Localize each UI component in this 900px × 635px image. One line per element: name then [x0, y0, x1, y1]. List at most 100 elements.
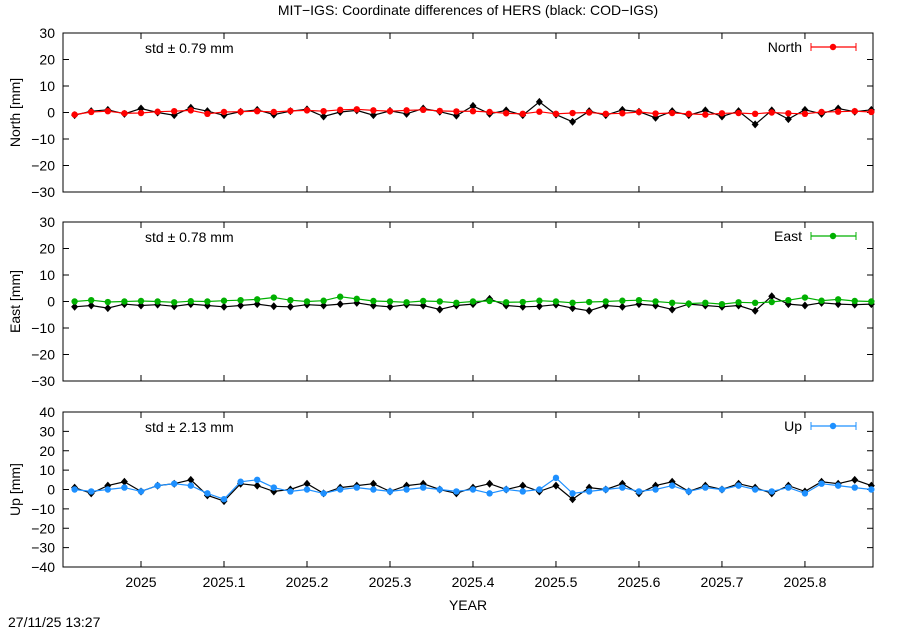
- y-tick-label: 30: [39, 25, 55, 41]
- point: [270, 108, 277, 116]
- point: [668, 109, 676, 117]
- point: [569, 109, 576, 117]
- point: [270, 294, 277, 301]
- y-axis-label: North [mm]: [7, 78, 23, 147]
- point: [535, 97, 543, 106]
- point: [137, 109, 145, 117]
- point: [519, 481, 527, 490]
- point: [137, 488, 145, 495]
- std-annotation: std ± 0.79 mm: [145, 40, 234, 56]
- point: [668, 482, 676, 489]
- y-tick-label: −30: [31, 184, 55, 200]
- point: [171, 480, 178, 487]
- point: [171, 299, 178, 306]
- point: [419, 297, 427, 305]
- x-tick-label: 2025.6: [618, 574, 661, 590]
- x-tick-label: 2025.8: [784, 574, 827, 590]
- y-tick-label: 0: [47, 482, 55, 498]
- point: [187, 482, 195, 489]
- y-tick-label: −30: [31, 373, 55, 389]
- point: [121, 298, 128, 305]
- y-tick-label: −10: [31, 131, 55, 147]
- point: [104, 298, 112, 306]
- point: [569, 117, 577, 126]
- y-tick-label: 0: [47, 294, 55, 310]
- point: [585, 306, 593, 315]
- point: [386, 298, 394, 305]
- point: [536, 108, 543, 115]
- point: [834, 300, 842, 309]
- point: [187, 107, 195, 114]
- point: [270, 302, 278, 311]
- y-tick-label: −20: [31, 347, 55, 363]
- point: [801, 490, 809, 497]
- point: [751, 306, 759, 315]
- point: [751, 299, 759, 307]
- x-tick-label: 2025.7: [701, 574, 744, 590]
- point: [652, 110, 659, 117]
- point: [519, 302, 527, 311]
- point: [237, 296, 244, 304]
- point: [751, 120, 759, 129]
- point: [569, 304, 577, 313]
- point: [552, 110, 560, 118]
- point: [618, 302, 626, 311]
- y-tick-label: 10: [39, 462, 55, 478]
- point: [668, 305, 676, 314]
- point: [336, 106, 344, 114]
- point: [336, 293, 344, 300]
- point: [436, 107, 443, 115]
- point: [253, 481, 261, 490]
- point: [154, 298, 161, 305]
- point: [486, 479, 494, 488]
- point: [254, 476, 261, 484]
- point: [585, 109, 593, 116]
- point: [336, 300, 344, 309]
- point: [519, 110, 526, 118]
- point: [370, 107, 377, 114]
- x-tick-label: 2025: [125, 574, 156, 590]
- point: [635, 488, 643, 495]
- point: [320, 112, 328, 121]
- point: [419, 106, 427, 114]
- point: [353, 106, 360, 113]
- point: [287, 107, 294, 115]
- point: [88, 296, 95, 304]
- point: [502, 110, 510, 117]
- point: [536, 486, 543, 493]
- point: [303, 479, 311, 488]
- point: [818, 480, 825, 487]
- y-tick-label: 30: [39, 214, 55, 230]
- point: [104, 486, 112, 493]
- point: [685, 300, 692, 307]
- point: [71, 486, 78, 493]
- point: [768, 109, 775, 116]
- y-tick-label: 10: [39, 267, 55, 283]
- point: [419, 484, 427, 491]
- point: [187, 475, 195, 484]
- point: [519, 298, 526, 306]
- point: [519, 488, 526, 495]
- point: [254, 296, 261, 303]
- point: [403, 107, 410, 114]
- point: [71, 111, 78, 118]
- point: [569, 495, 577, 504]
- point: [851, 475, 859, 484]
- point: [768, 298, 775, 306]
- y-tick-label: 20: [39, 443, 55, 459]
- x-tick-label: 2025.1: [203, 574, 246, 590]
- point: [652, 298, 659, 305]
- y-tick-label: −30: [31, 540, 55, 556]
- point: [220, 302, 228, 311]
- point: [801, 301, 809, 310]
- point: [702, 111, 709, 118]
- point: [303, 486, 311, 493]
- point: [768, 292, 776, 301]
- point: [735, 482, 742, 489]
- point: [635, 296, 643, 304]
- point: [685, 110, 692, 118]
- point: [652, 486, 659, 493]
- point: [834, 108, 842, 115]
